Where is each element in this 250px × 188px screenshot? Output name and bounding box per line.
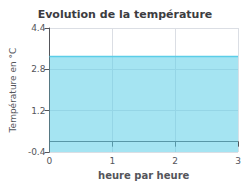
svg-text:3: 3 bbox=[235, 156, 241, 166]
svg-text:2.8: 2.8 bbox=[31, 64, 46, 74]
svg-text:4.4: 4.4 bbox=[31, 23, 46, 33]
svg-text:0: 0 bbox=[47, 156, 53, 166]
svg-text:1.2: 1.2 bbox=[31, 106, 45, 116]
svg-text:2: 2 bbox=[172, 156, 178, 166]
svg-text:Température en °C: Température en °C bbox=[8, 48, 18, 134]
svg-text:1: 1 bbox=[109, 156, 115, 166]
svg-text:heure par heure: heure par heure bbox=[98, 170, 189, 181]
svg-text:Evolution de la température: Evolution de la température bbox=[38, 8, 213, 21]
svg-text:-0.4: -0.4 bbox=[28, 147, 46, 157]
